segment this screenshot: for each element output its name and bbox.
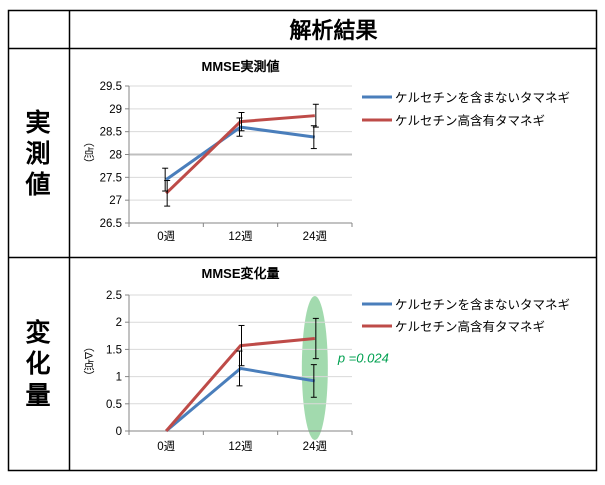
y-tick-label: 0.5 — [106, 399, 122, 411]
x-tick-label: 24週 — [303, 230, 328, 243]
row-label-char: 化 — [25, 349, 51, 379]
legend-label: ケルセチンを含まないタマネギ — [395, 297, 570, 312]
chart-title: MMSE実測値 — [201, 59, 279, 74]
y-tick-label: 26.5 — [100, 218, 122, 230]
y-tick-label: 28 — [109, 150, 122, 162]
y-tick-label: 27 — [109, 195, 122, 207]
legend-label: ケルセチン高含有タマネギ — [395, 113, 545, 128]
series-line — [165, 337, 315, 432]
page-title: 解析結果 — [289, 19, 378, 44]
chart-mmse-change: MMSE変化量 0 0.5 1 1.5 2 2.5 0週 12週 24週 （Δ点） ケルセチンを含まな… — [82, 266, 570, 453]
y-tick-label: 1 — [116, 372, 122, 384]
significance-highlight — [301, 296, 328, 440]
x-tick-label: 12週 — [228, 440, 253, 453]
y-tick-label: 0 — [116, 426, 122, 438]
x-tick-label: 0週 — [157, 230, 175, 243]
y-tick-label: 2.5 — [106, 290, 122, 302]
y-tick-label: 1.5 — [106, 344, 122, 356]
x-tick-label: 12週 — [228, 230, 253, 243]
row-label-char: 測 — [25, 138, 51, 168]
row-label-char: 実 — [25, 107, 51, 137]
p-value-annotation: p =0.024 — [337, 351, 389, 366]
y-axis-label: （点） — [82, 136, 95, 169]
y-tick-label: 29.5 — [100, 81, 122, 93]
chart-mmse-measured: MMSE実測値 26.5 27 27.5 28 28.5 29 29.5 0週 12週 24週 （点）… — [82, 59, 570, 243]
y-tick-label: 28.5 — [100, 127, 122, 139]
x-tick-label: 24週 — [303, 440, 328, 453]
row-label-change: 変 化 量 — [8, 260, 68, 468]
legend-label: ケルセチンを含まないタマネギ — [395, 90, 570, 105]
chart-title: MMSE変化量 — [201, 266, 279, 281]
legend-label: ケルセチン高含有タマネギ — [395, 319, 545, 334]
y-axis-label: （Δ点） — [82, 341, 95, 381]
x-tick-label: 0週 — [157, 440, 175, 453]
y-tick-label: 29 — [109, 104, 122, 116]
series-line — [165, 114, 315, 195]
row-label-char: 値 — [25, 170, 51, 200]
row-label-char: 変 — [25, 318, 51, 348]
row-label-char: 量 — [25, 380, 51, 410]
series-line — [165, 125, 316, 181]
y-tick-label: 27.5 — [100, 172, 122, 184]
y-tick-label: 2 — [116, 317, 122, 329]
series-line — [165, 366, 316, 433]
row-label-measured: 実 測 値 — [8, 52, 68, 255]
